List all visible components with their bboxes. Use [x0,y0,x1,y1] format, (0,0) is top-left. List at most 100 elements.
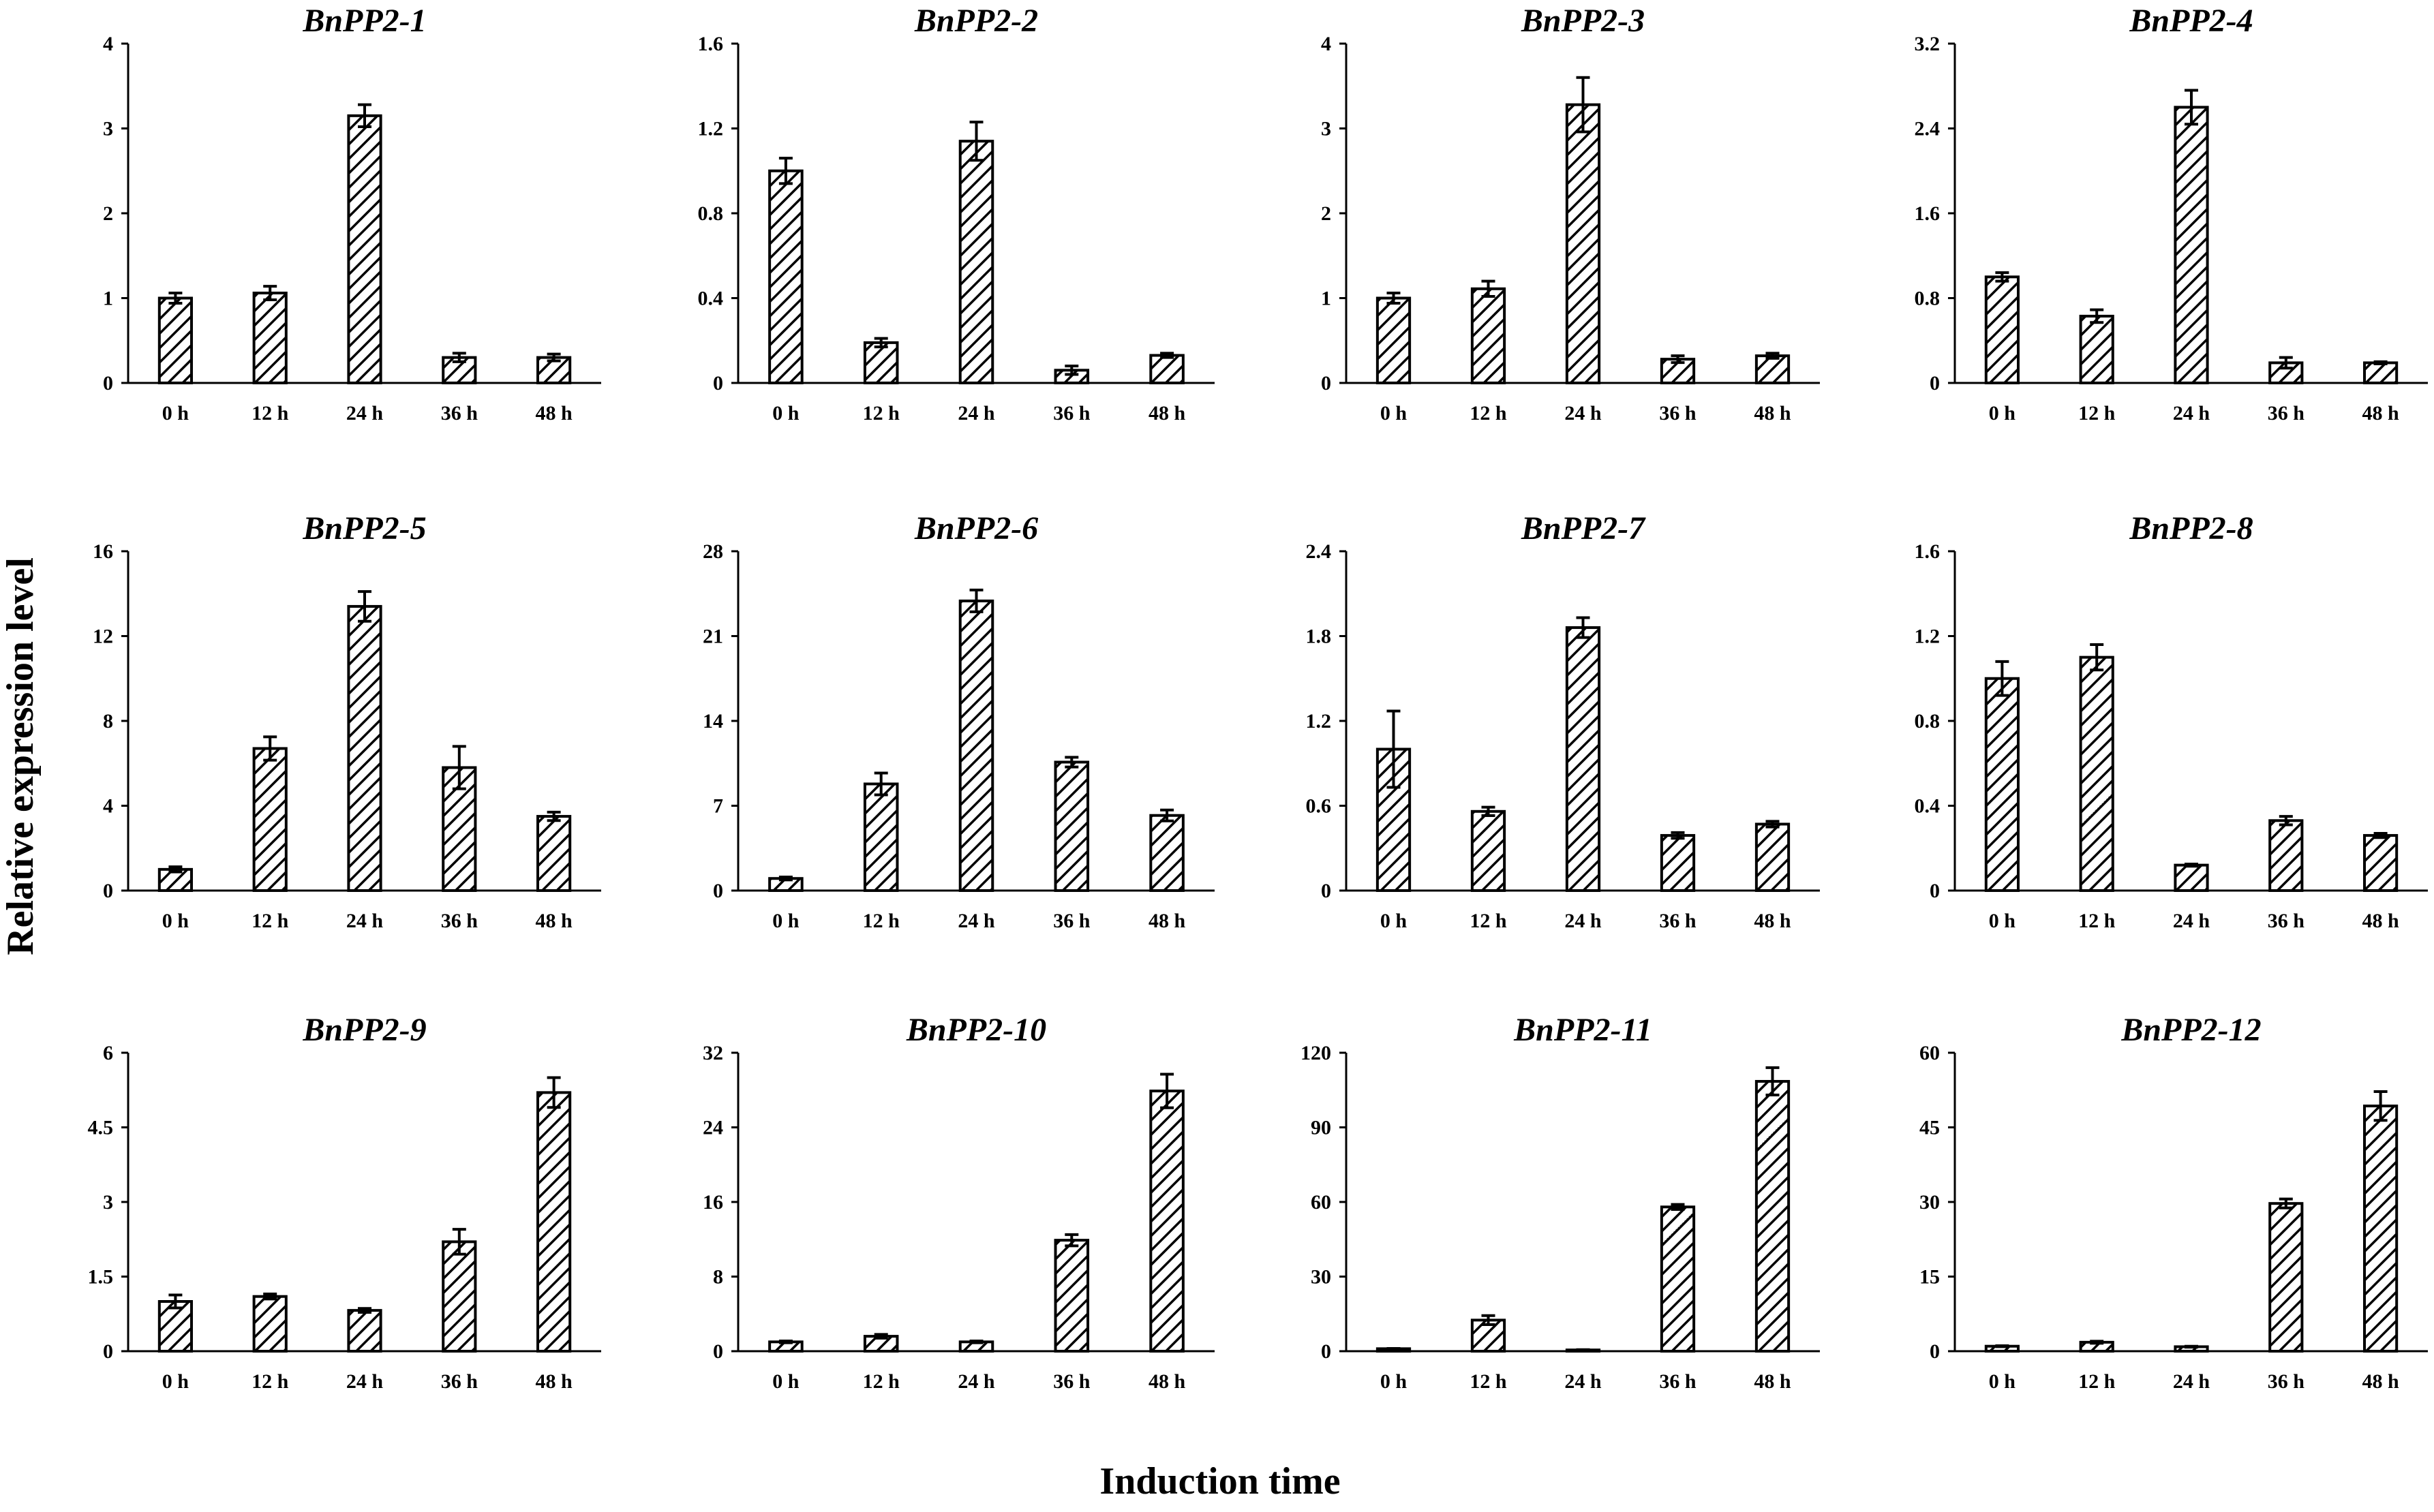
panel-title: BnPP2-6 [914,510,1038,546]
chart-panel: BnPP2-9 0 1.5 3 4.5 6 0 h 12 h 24 h 36 h 48 h [88,1012,601,1393]
bar [768,169,804,384]
error-bar [452,1228,466,1256]
x-tick-label: 24 h [346,910,384,932]
error-bar [2090,1340,2104,1345]
bar [252,1295,288,1353]
x-tick-label: 24 h [1564,910,1602,932]
error-bar [1386,1346,1401,1351]
x-tick-label: 24 h [958,910,995,932]
bar [1984,275,2020,384]
bar [2363,361,2399,385]
chart-panel: BnPP2-4 0 0.8 1.6 2.4 3.2 0 h 12 h 24 h 36 h 48 h [1915,3,2428,425]
bar [2363,1105,2399,1353]
error-bar [1160,808,1174,822]
error-bar [1765,820,1780,829]
x-tick-label: 0 h [772,1370,800,1393]
x-tick-label: 0 h [162,1370,189,1393]
bar [1984,677,2020,892]
error-bar [2373,360,2388,365]
x-tick-label: 24 h [346,402,384,425]
y-tick-label: 1 [103,288,113,310]
y-tick-label: 0 [713,1340,723,1363]
y-tick-label: 4 [103,33,113,55]
y-tick-label: 0 [1321,880,1331,902]
chart-panel: BnPP2-6 0 7 14 21 28 0 h 12 h 24 h 36 h 48 h [703,510,1215,932]
bar [442,1240,477,1353]
chart-panel: BnPP2-12 0 15 30 45 60 0 h 12 h 24 h 36 h 48 h [1919,1012,2428,1393]
x-tick-label: 24 h [958,1370,995,1393]
x-tick-label: 36 h [2268,1370,2305,1393]
bar [1565,103,1601,384]
x-tick-label: 36 h [441,1370,478,1393]
bar [1149,354,1185,384]
x-tick-label: 0 h [1380,910,1408,932]
chart-panel: BnPP2-10 0 8 16 24 32 0 h 12 h 24 h 36 h 48 h [703,1012,1215,1393]
x-tick-label: 48 h [2362,402,2400,425]
y-tick-label: 8 [713,1266,723,1289]
x-tick-label: 48 h [1148,1370,1186,1393]
error-bar [2090,643,2104,672]
bar [1054,760,1090,892]
x-tick-label: 24 h [958,402,995,425]
x-tick-label: 36 h [1659,910,1697,932]
error-bar [1765,1066,1780,1097]
chart-panel: BnPP2-2 0 0.4 0.8 1.2 1.6 0 h 12 h 24 h 36 h 48 h [698,3,1215,425]
bar [252,292,288,384]
y-tick-label: 0.6 [1306,795,1332,818]
x-tick-label: 48 h [536,1370,573,1393]
error-bar [1671,1203,1685,1211]
x-tick-label: 12 h [863,402,900,425]
error-bar [263,285,277,301]
y-tick-label: 0 [1930,372,1940,395]
y-tick-label: 3 [103,118,113,140]
error-bar [2279,356,2293,370]
y-tick-label: 0 [1930,1340,1940,1363]
error-bar [547,810,561,822]
x-tick-label: 36 h [2268,910,2305,932]
y-tick-label: 24 [703,1117,723,1139]
error-bar [168,1293,183,1310]
error-bar [874,771,888,797]
bar [2174,863,2209,893]
error-bar [2279,815,2293,827]
error-bar [1386,709,1401,789]
bar [2363,834,2399,892]
bar [442,356,477,385]
bar [347,114,382,384]
x-tick-label: 0 h [1989,910,2016,932]
bar [1149,1090,1185,1353]
bar [536,1091,572,1353]
chart-panel: BnPP2-1 0 1 2 3 4 0 h 12 h 24 h 36 h 48 h [103,3,601,425]
panel-title: BnPP2-9 [302,1012,426,1048]
x-tick-label: 0 h [1989,402,2016,425]
x-tick-label: 24 h [2173,1370,2210,1393]
x-tick-label: 48 h [536,402,573,425]
y-tick-label: 0 [103,880,113,902]
bar [1375,296,1412,384]
x-tick-label: 24 h [1564,1370,1602,1393]
y-tick-label: 0.8 [1915,288,1941,310]
error-bar [2373,831,2388,839]
error-bar [1160,352,1174,359]
x-tick-label: 12 h [252,402,289,425]
y-tick-label: 12 [93,626,113,648]
error-bar [1386,292,1401,305]
y-tick-label: 7 [713,795,723,818]
x-tick-label: 48 h [1754,910,1791,932]
y-tick-label: 1.6 [1915,202,1941,225]
y-tick-label: 1.2 [1306,710,1332,732]
x-tick-label: 48 h [1148,402,1186,425]
error-bar [263,1293,277,1301]
panel-title: BnPP2-8 [2129,510,2253,546]
error-bar [358,590,371,623]
y-tick-label: 1.6 [1915,540,1941,563]
error-bar [358,1307,371,1314]
y-tick-label: 0 [1321,372,1331,395]
y-axis-title: Relative expression level [0,557,42,955]
error-bar [778,1339,793,1344]
panel-title: BnPP2-4 [2129,3,2253,39]
x-tick-label: 12 h [252,910,289,932]
x-tick-label: 48 h [2362,1370,2400,1393]
bar [347,1309,382,1353]
y-tick-label: 1.2 [698,118,724,140]
